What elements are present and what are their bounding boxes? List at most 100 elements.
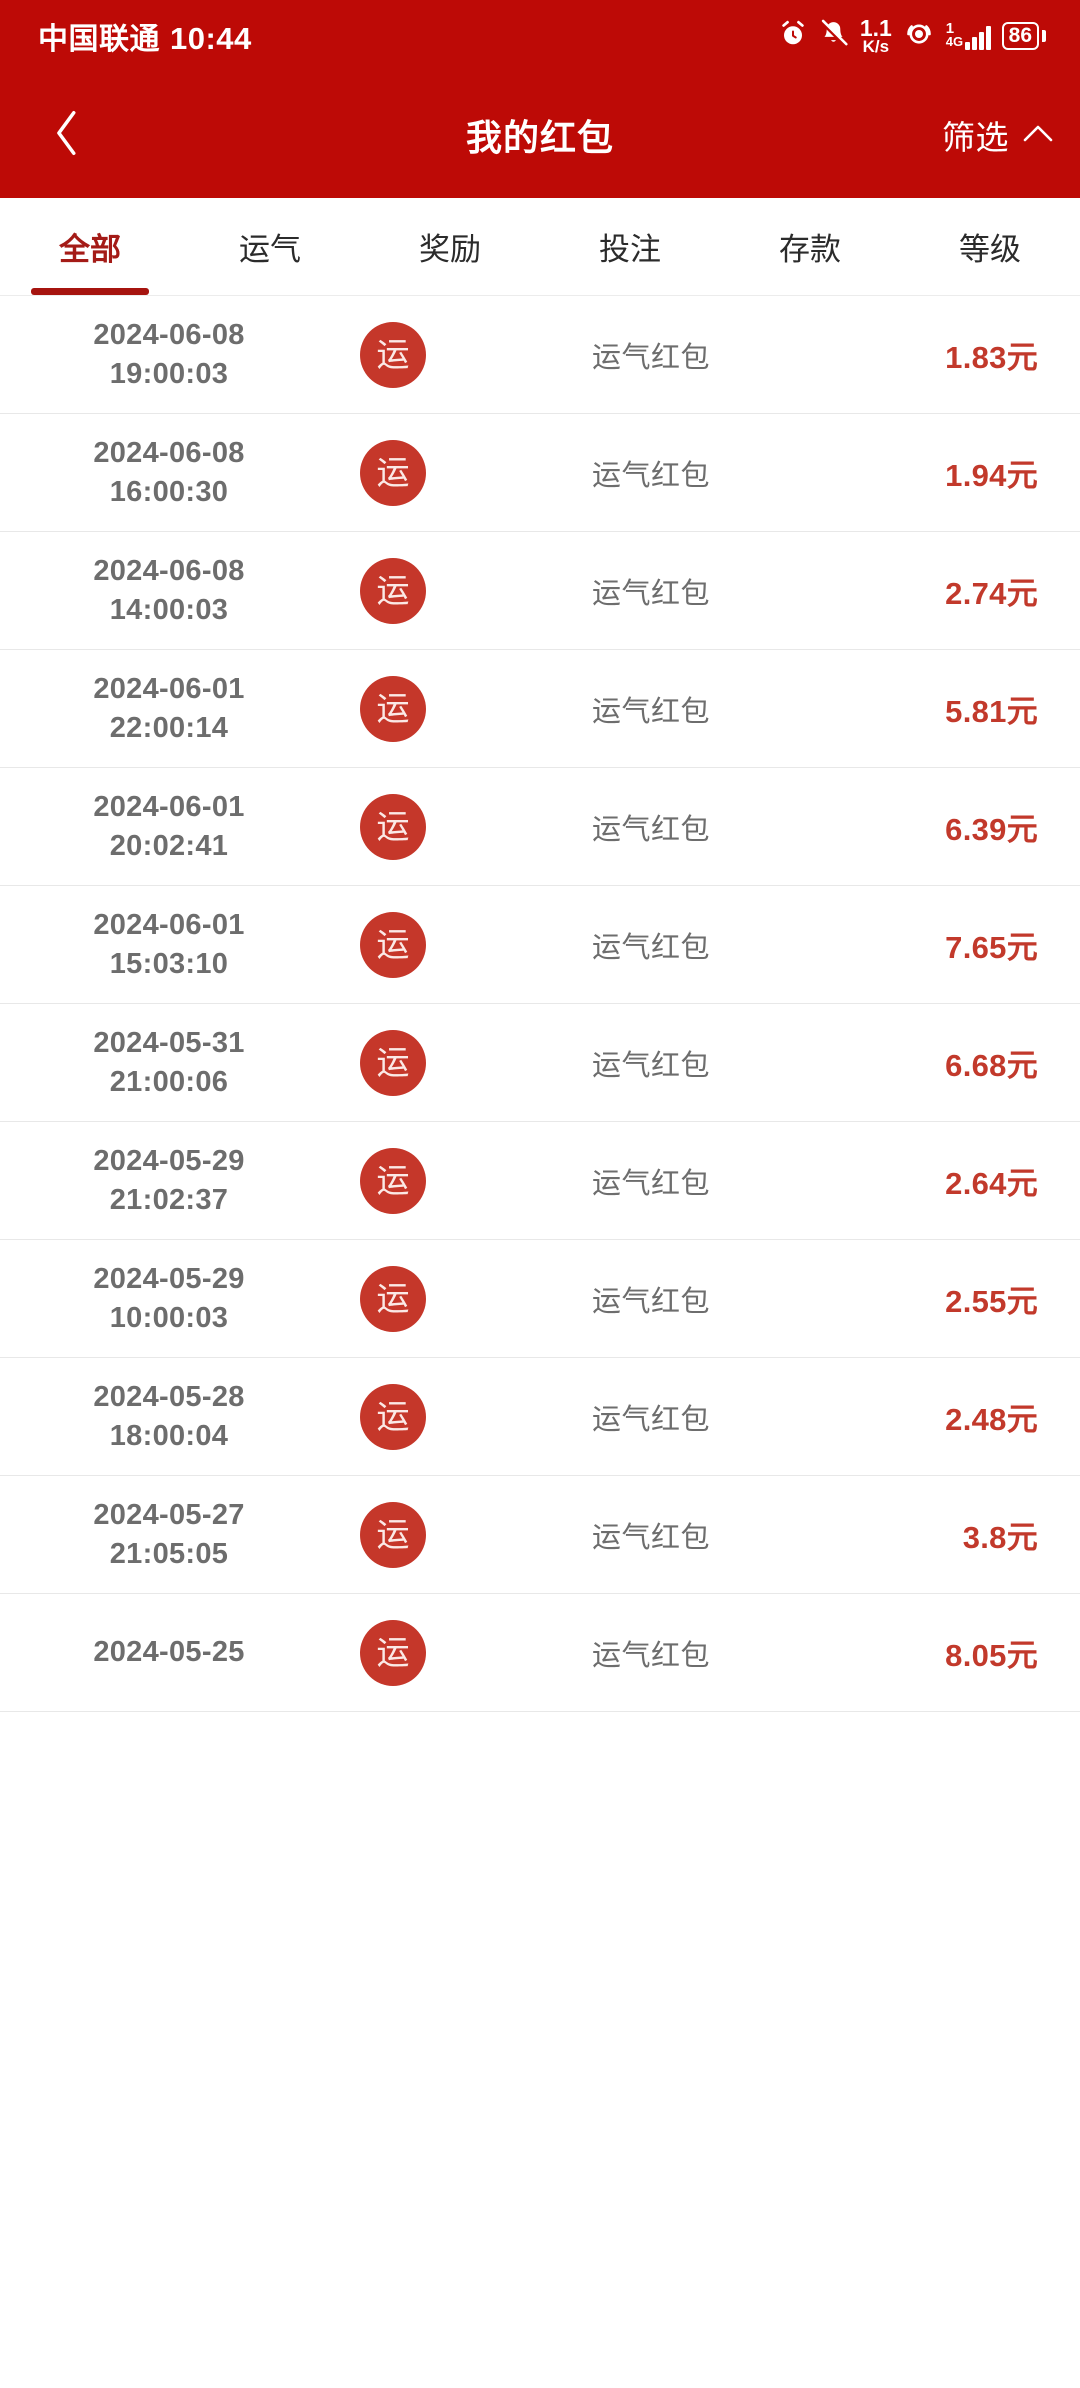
record-type-label: 运气红包	[591, 577, 710, 610]
record-badge-cell: 运	[300, 439, 486, 506]
record-type-cell: 运气红包	[486, 1514, 816, 1556]
list-item[interactable]: 2024-06-08 19:00:03 运 运气红包 1.83元	[0, 296, 1080, 414]
record-datetime: 2024-06-01 15:03:10	[0, 906, 300, 983]
list-item[interactable]: 2024-06-01 22:00:14 运 运气红包 5.81元	[0, 650, 1080, 768]
status-bar-left: 中国联通 10:44	[38, 14, 252, 58]
record-badge-cell: 运	[300, 1029, 486, 1096]
back-button[interactable]	[24, 72, 110, 198]
signal-bars-icon: 1 4G	[945, 19, 991, 51]
record-amount: 2.64元	[945, 1166, 1038, 1201]
record-type-cell: 运气红包	[486, 452, 816, 494]
record-amount-cell: 1.83元	[816, 332, 1080, 377]
record-type-cell: 运气红包	[486, 334, 816, 376]
record-type-label: 运气红包	[591, 1285, 710, 1318]
network-speed-value: 1.1	[859, 14, 892, 41]
record-badge-cell: 运	[300, 1147, 486, 1214]
tab-bar: 全部 运气 奖励 投注 存款 等级	[0, 198, 1080, 296]
clock-label: 10:44	[170, 21, 252, 56]
tab-level[interactable]: 等级	[900, 198, 1080, 295]
record-badge-cell: 运	[300, 1265, 486, 1332]
record-amount: 5.81元	[945, 694, 1038, 729]
tab-deposit[interactable]: 存款	[720, 198, 900, 295]
record-type-cell: 运气红包	[486, 688, 816, 730]
record-date: 2024-06-08	[93, 555, 245, 588]
tab-label: 奖励	[419, 232, 481, 267]
red-packet-list[interactable]: 2024-06-08 19:00:03 运运气红包 1.83元 2024-06-08 16…	[0, 296, 1080, 1712]
record-time: 21:05:05	[109, 1537, 229, 1570]
battery-icon: 86	[1001, 21, 1046, 51]
record-date: 2024-06-01	[93, 673, 245, 706]
record-amount: 2.48元	[945, 1402, 1038, 1437]
record-datetime: 2024-05-28 18:00:04	[0, 1378, 300, 1455]
record-badge-cell: 运	[300, 1383, 486, 1450]
record-date: 2024-05-29	[93, 1263, 245, 1296]
record-badge-cell: 运	[300, 675, 486, 742]
record-amount-cell: 2.74元	[816, 568, 1080, 613]
record-time: 20:02:41	[109, 829, 229, 862]
record-amount-cell: 6.39元	[816, 804, 1080, 849]
list-item[interactable]: 2024-05-29 21:02:37 运 运气红包 2.64元	[0, 1122, 1080, 1240]
tab-label: 等级	[959, 232, 1021, 267]
list-item[interactable]: 2024-06-08 14:00:03 运 运气红包 2.74元	[0, 532, 1080, 650]
record-time: 19:00:03	[109, 357, 229, 390]
filter-button[interactable]: 筛选	[942, 72, 1054, 198]
record-time: 18:00:04	[109, 1419, 229, 1452]
tab-label: 存款	[779, 232, 841, 267]
page-title: 我的红包	[465, 117, 614, 158]
luck-badge-icon: 运	[360, 1265, 426, 1332]
tab-luck[interactable]: 运气	[180, 198, 360, 295]
sim-index-label: 1	[945, 19, 955, 37]
record-date: 2024-06-08	[93, 319, 245, 352]
tab-bet[interactable]: 投注	[540, 198, 720, 295]
record-amount: 1.83元	[945, 340, 1038, 375]
record-amount-cell: 6.68元	[816, 1040, 1080, 1085]
record-date: 2024-06-01	[93, 909, 245, 942]
list-item[interactable]: 2024-06-01 20:02:41 运 运气红包 6.39元	[0, 768, 1080, 886]
record-type-label: 运气红包	[591, 931, 710, 964]
luck-badge-icon: 运	[360, 1029, 426, 1096]
list-item[interactable]: 2024-06-08 16:00:30 运 运气红包 1.94元	[0, 414, 1080, 532]
luck-badge-icon: 运	[360, 911, 426, 978]
record-datetime: 2024-05-29 10:00:03	[0, 1260, 300, 1337]
record-type-label: 运气红包	[591, 695, 710, 728]
tab-all[interactable]: 全部	[0, 198, 180, 295]
status-bar: 中国联通 10:44	[0, 0, 1080, 72]
list-item[interactable]: 2024-05-31 21:00:06 运 运气红包 6.68元	[0, 1004, 1080, 1122]
record-date: 2024-05-31	[93, 1027, 245, 1060]
record-type-cell: 运气红包	[486, 924, 816, 966]
record-amount-cell: 8.05元	[816, 1630, 1080, 1675]
carrier-label: 中国联通	[38, 23, 160, 56]
chevron-left-icon	[50, 106, 84, 165]
luck-badge-icon: 运	[360, 1501, 426, 1568]
record-date: 2024-06-08	[93, 437, 245, 470]
record-time: 15:03:10	[109, 947, 229, 980]
record-date: 2024-05-29	[93, 1145, 245, 1178]
list-item[interactable]: 2024-06-01 15:03:10 运 运气红包 7.65元	[0, 886, 1080, 1004]
record-datetime: 2024-05-25	[0, 1633, 300, 1671]
tab-label: 投注	[599, 232, 661, 267]
list-item[interactable]: 2024-05-28 18:00:04 运 运气红包 2.48元	[0, 1358, 1080, 1476]
tab-reward[interactable]: 奖励	[360, 198, 540, 295]
chevron-up-icon	[1022, 122, 1054, 149]
record-amount: 7.65元	[945, 930, 1038, 965]
record-badge-cell: 运	[300, 1501, 486, 1568]
sim-network-label: 1 4G	[945, 19, 963, 49]
list-item[interactable]: 2024-05-27 21:05:05 运 运气红包 3.8元	[0, 1476, 1080, 1594]
record-amount: 8.05元	[945, 1638, 1038, 1673]
luck-badge-icon: 运	[360, 321, 426, 388]
list-item[interactable]: 2024-05-29 10:00:03 运 运气红包 2.55元	[0, 1240, 1080, 1358]
record-amount: 2.55元	[945, 1284, 1038, 1319]
record-date: 2024-05-28	[93, 1381, 245, 1414]
network-speed-indicator: 1.1 K/s	[859, 14, 892, 55]
record-datetime: 2024-06-08 19:00:03	[0, 316, 300, 393]
signal-strength-bars	[965, 26, 991, 51]
list-item[interactable]: 2024-05-25 运 运气红包 8.05元	[0, 1594, 1080, 1712]
status-bar-right: 1.1 K/s 1 4G	[778, 14, 1046, 55]
record-time: 22:00:14	[109, 711, 229, 744]
record-amount-cell: 3.8元	[816, 1512, 1080, 1557]
battery-tip	[1042, 29, 1046, 42]
record-type-cell: 运气红包	[486, 806, 816, 848]
record-type-cell: 运气红包	[486, 1632, 816, 1674]
record-datetime: 2024-05-29 21:02:37	[0, 1142, 300, 1219]
